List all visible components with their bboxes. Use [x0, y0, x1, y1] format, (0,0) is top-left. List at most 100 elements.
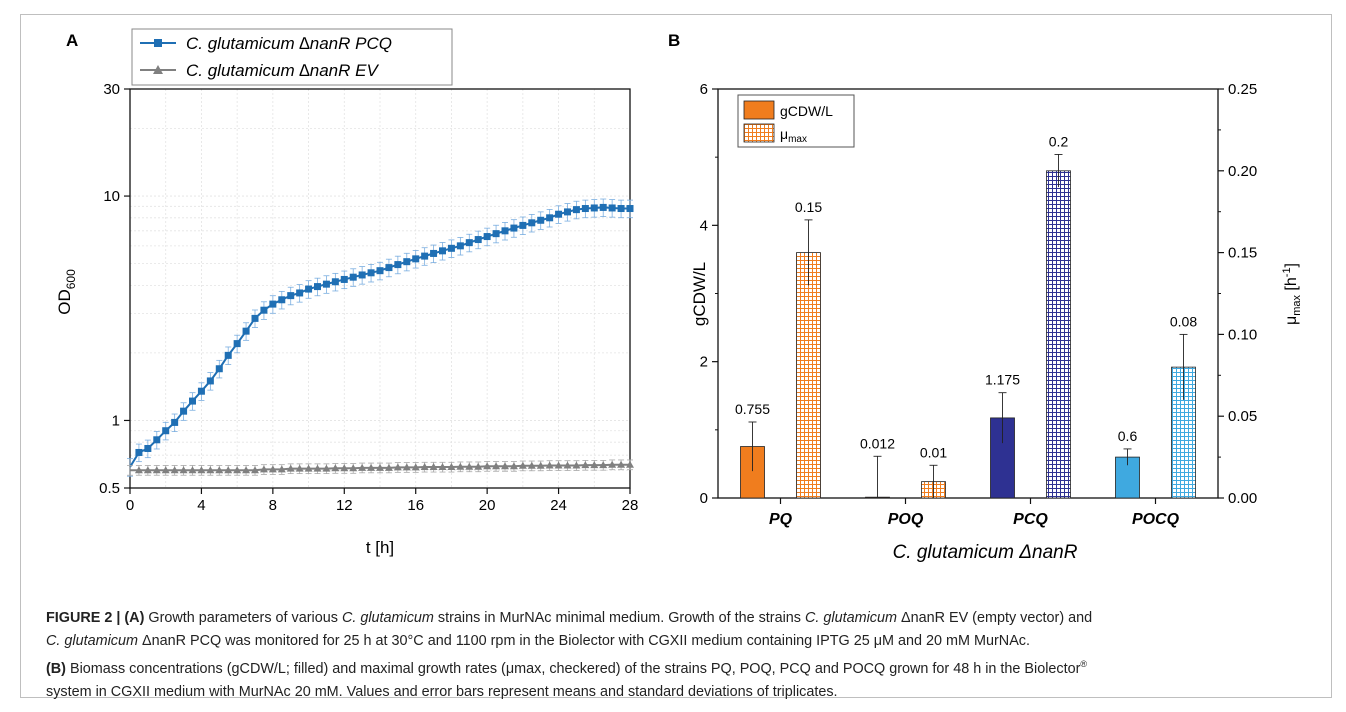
caption-text: strains in MurNAc minimal medium. Growth…	[433, 610, 805, 626]
data-point	[367, 463, 376, 471]
data-point	[224, 466, 233, 474]
y-axis-title-main: OD	[55, 289, 74, 315]
panel-b-legend: gCDW/L μmax	[737, 94, 855, 148]
data-point	[527, 461, 536, 469]
data-point	[171, 418, 179, 426]
data-point	[412, 255, 420, 263]
x-tick-label: 20	[479, 497, 496, 514]
data-point	[564, 208, 571, 216]
caption-fig-label: FIGURE 2 |	[46, 610, 125, 626]
data-point	[215, 466, 224, 474]
right-axis-sub: max	[1291, 295, 1303, 316]
data-point	[474, 236, 482, 244]
y-right-tick-label: 0.15	[1228, 245, 1257, 262]
caption-a-tag: (A)	[124, 610, 145, 626]
data-point	[180, 407, 188, 415]
y-tick-label: 0.5	[99, 480, 120, 497]
data-point	[501, 227, 509, 235]
data-point	[581, 205, 589, 213]
x-tick-label: POQ	[888, 511, 924, 528]
y-tick-label: 30	[103, 81, 120, 98]
data-point	[421, 252, 429, 260]
y-right-tick-label: 0.05	[1228, 408, 1257, 425]
y-right-tick-label: 0.00	[1228, 490, 1257, 507]
y-right-tick-label: 0.10	[1228, 326, 1257, 343]
data-point	[483, 233, 491, 241]
legend-entry-ev: C. glutamicum ∆nanR EV	[186, 61, 379, 80]
data-point	[626, 205, 634, 213]
data-point	[599, 203, 607, 211]
data-point	[536, 461, 545, 469]
x-tick-label: PCQ	[1013, 511, 1048, 528]
data-point	[474, 462, 483, 470]
data-point	[152, 466, 161, 474]
data-point	[367, 269, 375, 277]
data-point	[554, 461, 563, 469]
caption-text: ΔnanR PCQ was monitored for 25 h at 30°C…	[137, 633, 1030, 649]
data-point	[313, 464, 322, 472]
x-tick-label: 16	[407, 497, 424, 514]
caption-italic: C. glutamicum	[46, 633, 138, 649]
panel-a-x-axis-title: t [h]	[366, 538, 394, 557]
data-point	[340, 275, 348, 283]
caption-b-tag: (B)	[46, 660, 66, 677]
data-point	[277, 465, 286, 473]
caption-text: system in CGXII medium with MurNAc 20 mM…	[46, 683, 838, 700]
data-point	[224, 351, 232, 359]
panel-b-x-axis-title: C. glutamicum ΔnanR	[893, 542, 1078, 563]
x-tick-label: PQ	[769, 511, 793, 528]
bar-value-label: 0.6	[1118, 428, 1138, 444]
data-point	[233, 340, 241, 348]
data-point	[251, 466, 259, 474]
data-point	[599, 461, 608, 469]
bar-value-label: 0.755	[735, 401, 770, 417]
data-point	[287, 292, 295, 300]
svg-text:μmax: μmax	[780, 126, 807, 145]
x-tick-label: 8	[269, 497, 277, 514]
data-point	[322, 464, 331, 472]
y-right-tick-label: 0.25	[1228, 81, 1257, 98]
data-point	[376, 267, 384, 275]
data-point	[608, 204, 616, 212]
y-left-tick-label: 2	[700, 354, 708, 371]
y-left-tick-label: 6	[700, 81, 708, 98]
bar-value-label: 0.01	[920, 444, 947, 460]
panel-b-right-axis-title: μmax [h-1]	[1281, 263, 1303, 325]
data-point	[590, 461, 599, 469]
data-point	[242, 466, 251, 474]
data-point	[322, 280, 330, 288]
data-point	[572, 206, 580, 214]
data-point	[278, 296, 286, 304]
data-point	[465, 462, 474, 470]
x-tick-label: POCQ	[1132, 511, 1180, 528]
data-point	[528, 219, 536, 227]
data-point	[537, 216, 545, 224]
data-point	[170, 466, 179, 474]
data-point	[519, 221, 527, 229]
y-axis-title-sub: 600	[64, 269, 78, 289]
data-point	[215, 365, 223, 373]
bar-mumax	[796, 252, 821, 499]
data-point	[439, 247, 446, 255]
data-point	[403, 258, 411, 266]
right-axis-sup: -1	[1281, 267, 1293, 277]
x-tick-label: 0	[126, 497, 134, 514]
data-point	[179, 466, 188, 474]
figure-caption: FIGURE 2 | (A) Growth parameters of vari…	[46, 607, 1316, 704]
panel-a-legend: C. glutamicum ∆nanR PCQ C. glutamicum ∆n…	[131, 28, 453, 86]
data-point	[143, 466, 152, 474]
panel-a-label: A	[66, 31, 78, 50]
legend-gcdw: gCDW/L	[780, 103, 833, 119]
data-point	[197, 466, 206, 474]
data-point	[331, 464, 340, 472]
data-point	[563, 461, 572, 469]
x-tick-label: 12	[336, 497, 353, 514]
data-point	[572, 461, 581, 469]
data-point	[189, 397, 196, 405]
bar-value-label: 0.15	[795, 199, 822, 215]
data-point	[358, 463, 367, 471]
plot-frame	[129, 88, 631, 489]
figure-frame	[20, 14, 1332, 698]
legend-mu: μ	[780, 126, 788, 142]
caption-line-3: (B) Biomass concentrations (gCDW/L; fill…	[46, 653, 1316, 681]
